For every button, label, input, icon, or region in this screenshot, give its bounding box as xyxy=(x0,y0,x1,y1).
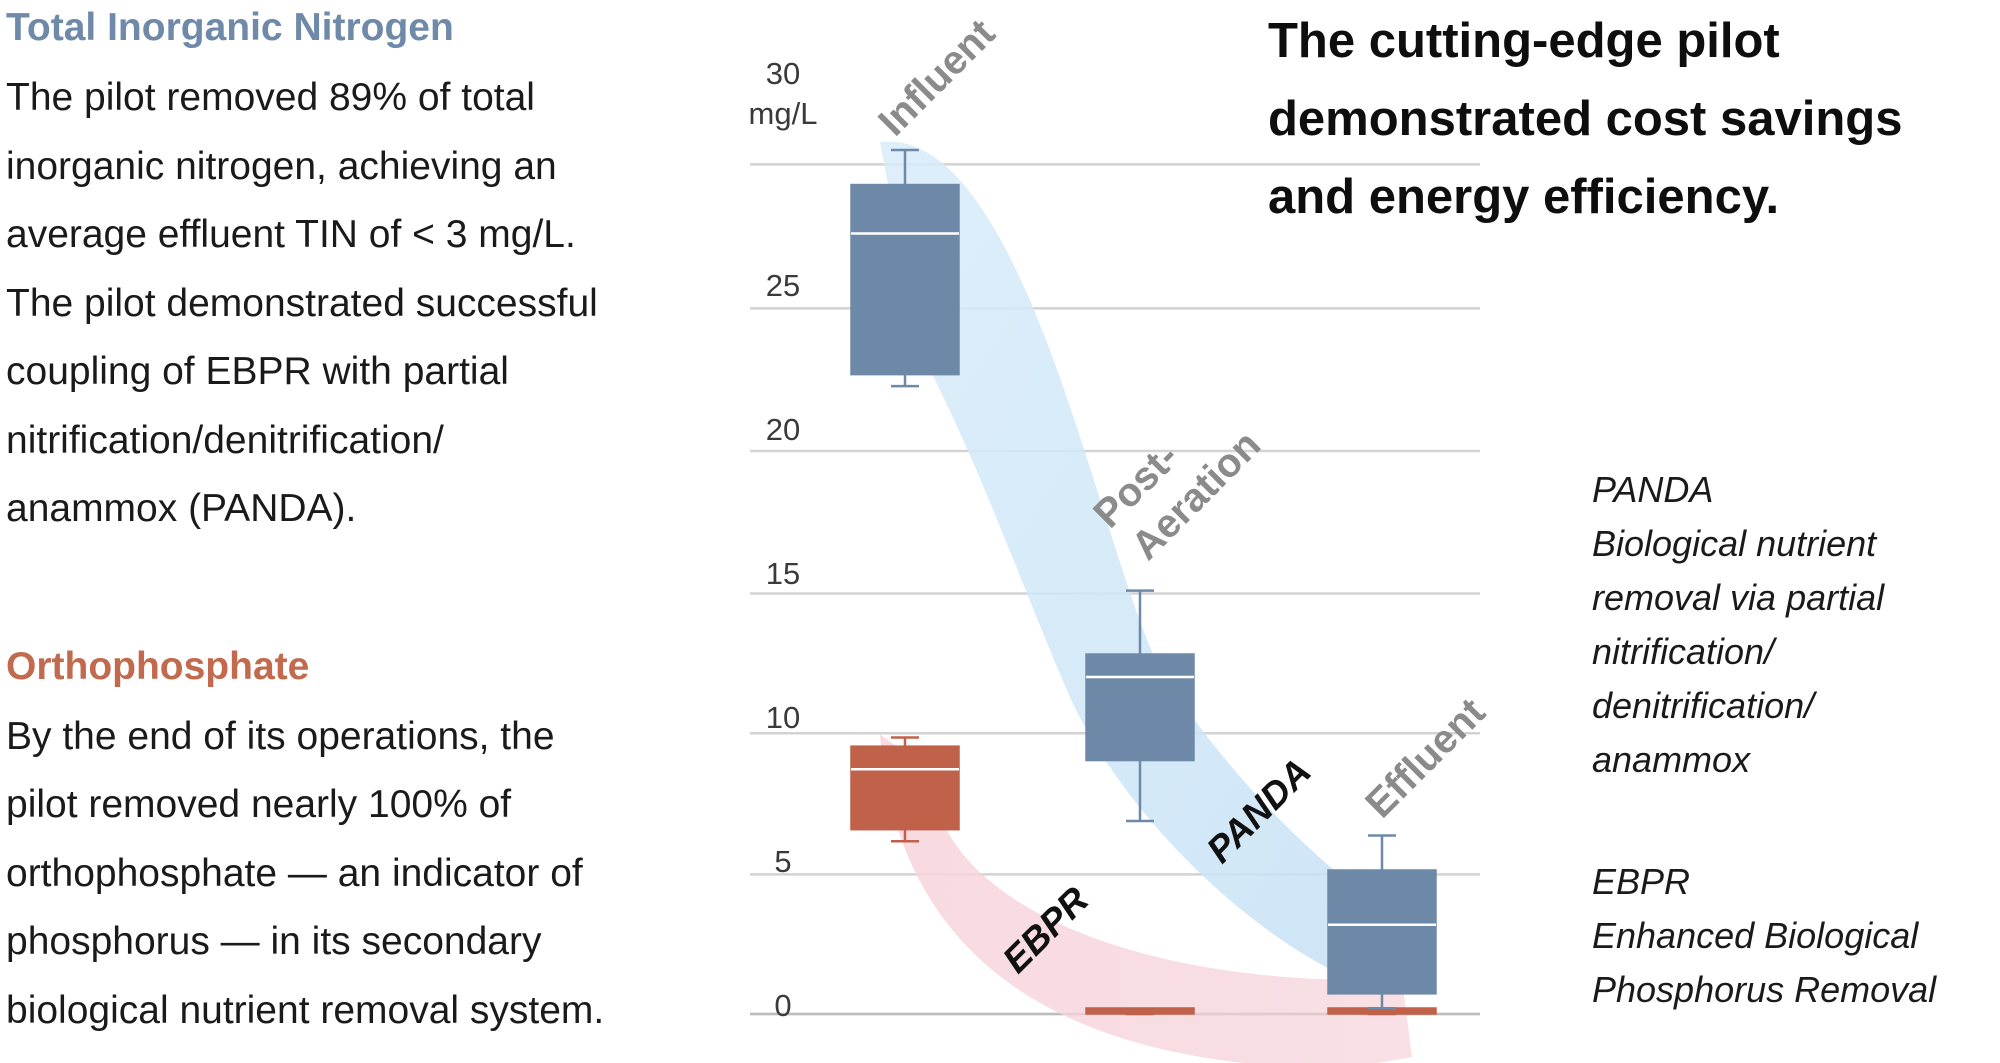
tin-paragraph: The pilot removed 89% of total inorganic… xyxy=(6,64,706,544)
box-iqr xyxy=(1327,869,1437,995)
box-iqr xyxy=(850,183,960,376)
orthophosphate-heading: Orthophosphate xyxy=(6,644,310,688)
y-tick-label: 0 xyxy=(774,988,791,1023)
orthophosphate-line: pilot removed nearly 100% of xyxy=(6,783,512,826)
legend-panda-line: anammox xyxy=(1592,739,1751,780)
orthophosphate-line: By the end of its operations, the xyxy=(6,714,555,758)
stage-label-effluent: Effluent xyxy=(1357,690,1493,826)
ebpr-flow-band xyxy=(880,734,1412,1063)
tin-line: The pilot demonstrated successful xyxy=(6,281,598,325)
headline: The cutting-edge pilot demonstrated cost… xyxy=(1268,2,1968,236)
y-tick-label: 25 xyxy=(766,268,800,303)
tin-heading: Total Inorganic Nitrogen xyxy=(6,6,454,49)
y-tick-label: 20 xyxy=(766,412,800,447)
box-iqr xyxy=(1085,1007,1195,1015)
headline-line: The cutting-edge pilot xyxy=(1268,14,1780,68)
y-tick-label: 10 xyxy=(766,700,800,735)
orthophosphate-box-0 xyxy=(850,736,960,843)
tin-line: coupling of EBPR with partial xyxy=(6,350,509,393)
y-axis-unit: mg/L xyxy=(749,96,818,131)
box-iqr xyxy=(850,745,960,831)
legend-panda: PANDA Biological nutrient removal via pa… xyxy=(1592,463,1992,787)
legend-panda-line: removal via partial xyxy=(1592,577,1885,618)
orthophosphate-paragraph: By the end of its operations, the pilot … xyxy=(6,703,706,1046)
legend-panda-line: PANDA xyxy=(1592,469,1714,510)
headline-line: demonstrated cost savings xyxy=(1268,92,1903,146)
tin-line: average effluent TIN of < 3 mg/L. xyxy=(6,213,576,256)
tin-line: inorganic nitrogen, achieving an xyxy=(6,144,557,188)
stage-label-influent: Influent xyxy=(870,11,1003,144)
tin-box-2 xyxy=(1327,834,1437,1010)
legend-ebpr-line: Enhanced Biological xyxy=(1592,915,1919,956)
left-text-column: Total Inorganic Nitrogen The pilot remov… xyxy=(6,0,706,1045)
orthophosphate-line: phosphorus — in its secondary xyxy=(6,920,542,963)
legend-ebpr: EBPR Enhanced Biological Phosphorus Remo… xyxy=(1592,855,1992,1017)
legend-panda-line: denitrification/ xyxy=(1592,685,1815,726)
orthophosphate-line: orthophosphate — an indicator of xyxy=(6,851,583,895)
tin-line: The pilot removed 89% of total xyxy=(6,76,535,119)
legend-ebpr-line: Phosphorus Removal xyxy=(1592,969,1937,1010)
headline-line: and energy efficiency. xyxy=(1268,170,1780,224)
orthophosphate-line: biological nutrient removal system. xyxy=(6,988,605,1032)
legend-panda-line: nitrification/ xyxy=(1592,631,1775,672)
y-tick-label: 5 xyxy=(774,844,791,879)
tin-line: anammox (PANDA). xyxy=(6,487,357,530)
y-tick-label: 15 xyxy=(766,556,800,591)
tin-box-1 xyxy=(1085,589,1195,823)
legend-ebpr-line: EBPR xyxy=(1592,861,1691,902)
tin-box-0 xyxy=(850,148,960,388)
legend-panda-line: Biological nutrient xyxy=(1592,523,1877,564)
tin-line: nitrification/denitrification/ xyxy=(6,418,444,462)
panda-flow-band xyxy=(880,141,1392,980)
box-iqr xyxy=(1085,653,1195,762)
orthophosphate-box-1 xyxy=(1085,1007,1195,1016)
y-tick-label: 30 xyxy=(766,56,800,91)
